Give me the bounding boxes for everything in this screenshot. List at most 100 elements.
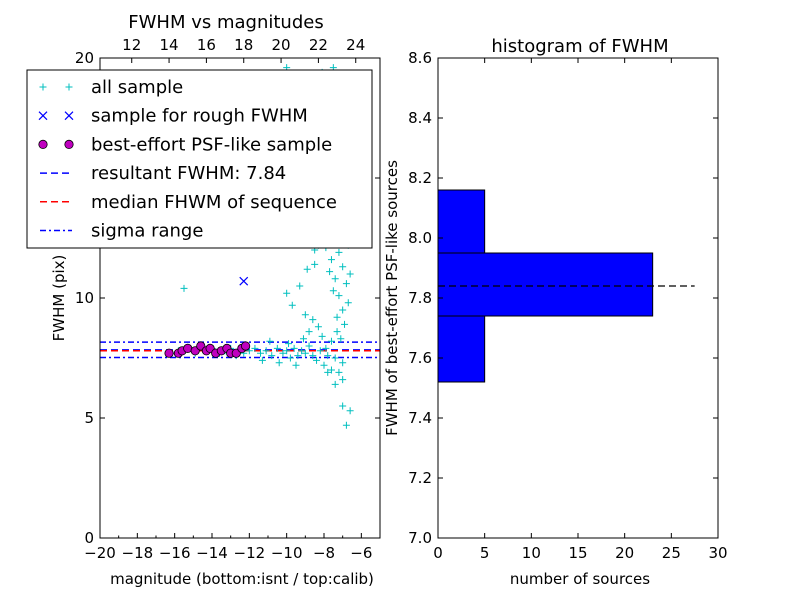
point-0-34 [335,368,343,376]
hist-y-tick-label-2: 7.4 [408,409,432,427]
legend-item-4: median FHWM of sequence [40,192,337,213]
legend-item-1: sample for rough FWHM [38,106,308,127]
histogram-y-label: FWHM of best-effort PSF-like sources [383,160,401,436]
top-tick-label-3: 18 [234,36,253,54]
legend-label-4: median FHWM of sequence [91,192,337,213]
point-0-23 [294,352,302,360]
x-tick-label-5: −10 [271,544,303,562]
hist-x-tick-label-5: 25 [662,544,681,562]
legend-marker-1a [38,111,48,121]
hist-x-tick-label-1: 5 [480,544,490,562]
point-0-35 [339,359,347,367]
scatter-title: FWHM vs magnitudes [128,12,323,33]
legend-label-2: best-effort PSF-like sample [91,134,332,155]
hist-x-tick-label-6: 30 [708,544,727,562]
point-1-0 [239,276,249,286]
legend-item-0: all sample [39,77,183,98]
point-0-30 [320,361,328,369]
point-0-32 [327,366,335,374]
hist-y-tick-label-8: 8.6 [408,49,432,67]
point-0-40 [292,361,300,369]
point-0-31 [324,352,332,360]
point-0-20 [283,347,291,355]
point-0-15 [257,349,265,357]
hist-y-tick-label-6: 8.2 [408,169,432,187]
histogram-bar-0 [437,315,486,383]
point-0-58 [331,275,339,283]
legend-label-5: sigma range [91,221,203,242]
legend-label-0: all sample [91,77,183,98]
legend-marker-2a [38,139,48,149]
scatter-y-label: FWHM (pix) [50,255,68,342]
point-0-101 [322,344,330,352]
hist-y-tick-label-3: 7.6 [408,349,432,367]
y-tick-label-4: 20 [75,49,94,67]
point-0-63 [333,313,341,321]
point-0-19 [279,349,287,357]
x-tick-label-1: −18 [122,544,154,562]
hist-y-tick-label-5: 8.0 [408,229,432,247]
point-0-109 [324,368,332,376]
legend-item-5: sigma range [40,221,203,242]
histogram-bar-2 [437,189,486,254]
hist-y-tick-label-0: 7.0 [408,529,432,547]
legend-label-3: resultant FWHM: 7.84 [91,163,286,184]
point-0-27 [309,352,317,360]
point-0-60 [339,306,347,314]
point-0-102 [318,332,326,340]
point-0-108 [331,380,339,388]
hist-x-tick-label-3: 15 [568,544,587,562]
top-tick-label-6: 24 [346,36,365,54]
point-0-36 [258,356,266,364]
hist-x-tick-label-0: 0 [433,544,443,562]
x-tick-label-0: −20 [84,544,116,562]
point-0-38 [275,359,283,367]
point-0-57 [327,256,335,264]
hist-x-tick-label-4: 20 [615,544,634,562]
legend-item-3: resultant FWHM: 7.84 [40,163,286,184]
y-tick-label-2: 10 [75,289,94,307]
point-0-46 [305,328,313,336]
point-0-64 [329,287,337,295]
y-tick-label-0: 0 [84,529,94,547]
histogram-x-label: number of sources [510,570,650,588]
point-0-103 [314,323,322,331]
point-0-47 [309,316,317,324]
legend: all sample sample for rough FWHM best-effo… [26,69,373,249]
point-0-17 [268,352,276,360]
point-0-98 [346,270,354,278]
top-tick-label-5: 22 [309,36,328,54]
hist-y-tick-label-7: 8.4 [408,109,432,127]
series-1 [239,276,249,286]
point-0-105 [346,407,354,415]
point-0-28 [313,356,321,364]
legend-marker-0a [39,83,47,91]
point-0-22 [290,344,298,352]
scatter-panel: −20−18−16−14−12−10−8−6051015201214161820… [26,12,381,588]
x-tick-label-7: −6 [350,544,372,562]
point-0-25 [301,349,309,357]
histogram-bar-1 [437,252,654,317]
point-0-99 [333,328,341,336]
point-0-39 [285,340,293,348]
histogram-panel: 0 5 10 15 20 25 30 7.0 7.2 7.4 7.6 7.8 8.0 8.2 8.4 8.6 h… [383,36,728,588]
point-0-21 [286,354,294,362]
point-0-16 [262,347,270,355]
point-0-42 [283,289,291,297]
point-0-33 [331,354,339,362]
point-0-18 [273,344,281,352]
point-0-72 [335,248,343,256]
point-0-104 [339,402,347,410]
point-0-75 [344,299,352,307]
top-tick-label-2: 16 [197,36,216,54]
legend-marker-2b [64,139,74,149]
point-0-59 [335,292,343,300]
point-0-37 [266,337,274,345]
x-tick-label-2: −16 [159,544,191,562]
point-0-61 [341,320,349,328]
histogram-title: histogram of FWHM [491,36,668,57]
point-0-0 [180,284,188,292]
point-0-43 [288,301,296,309]
legend-marker-1b [64,111,74,121]
